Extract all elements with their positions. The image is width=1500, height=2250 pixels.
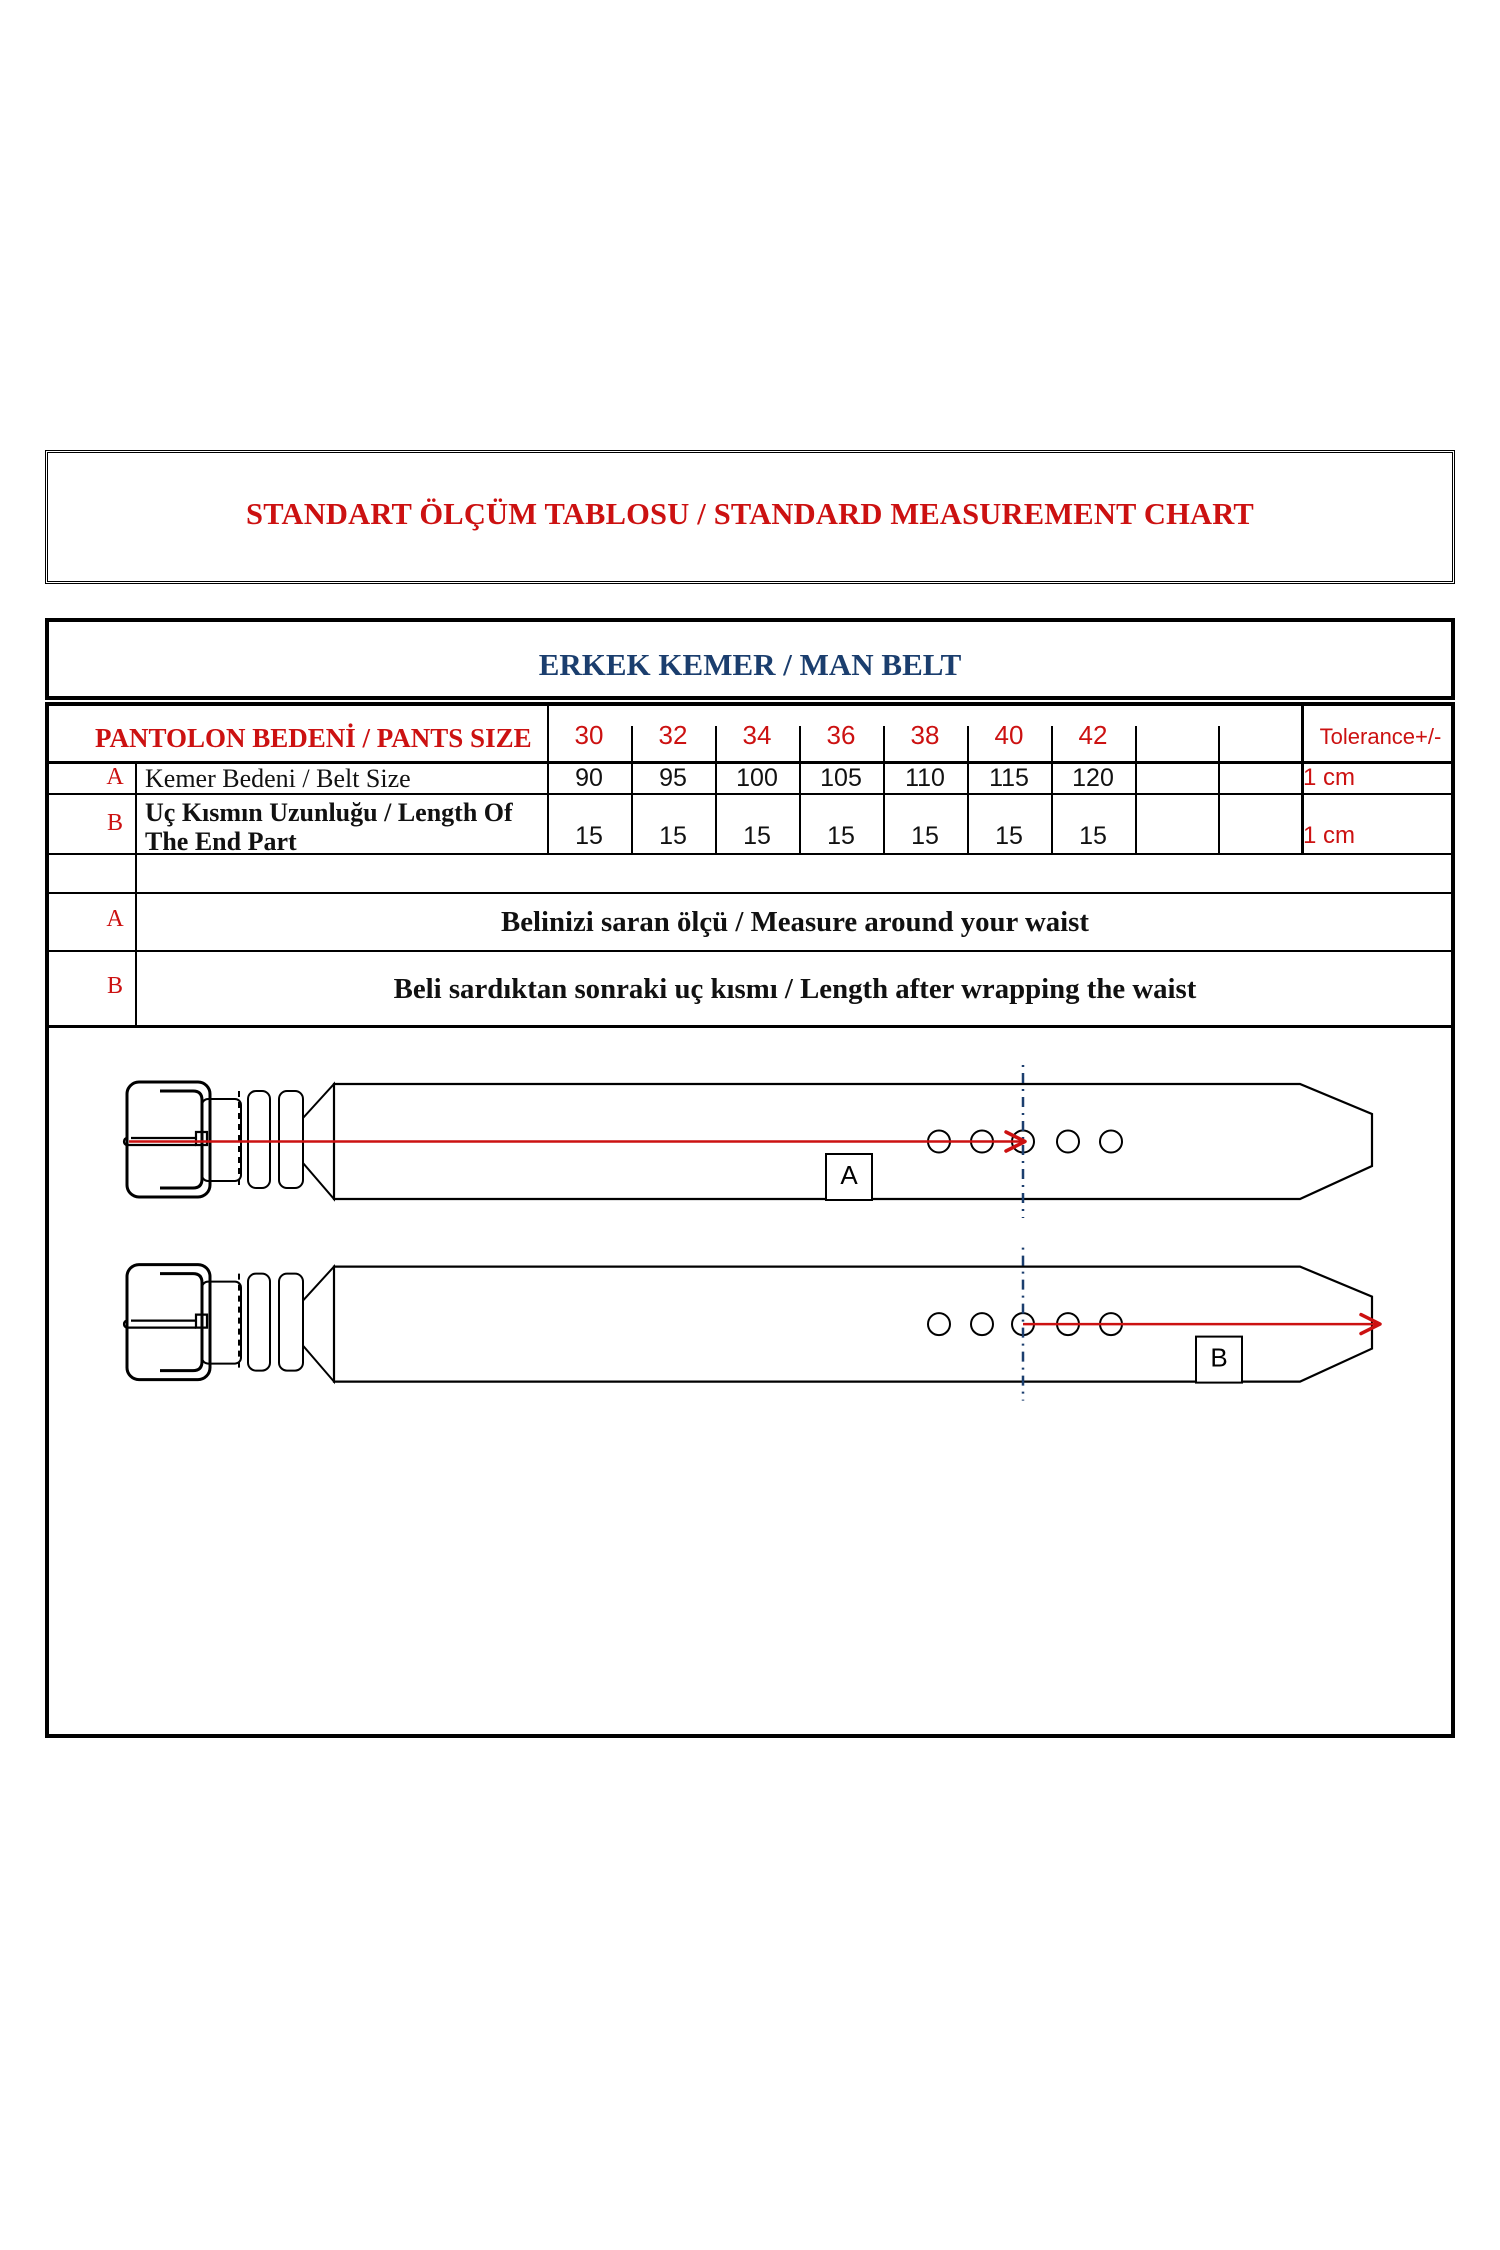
svg-text:A: A (840, 1160, 858, 1190)
svg-text:B: B (1210, 1343, 1227, 1373)
